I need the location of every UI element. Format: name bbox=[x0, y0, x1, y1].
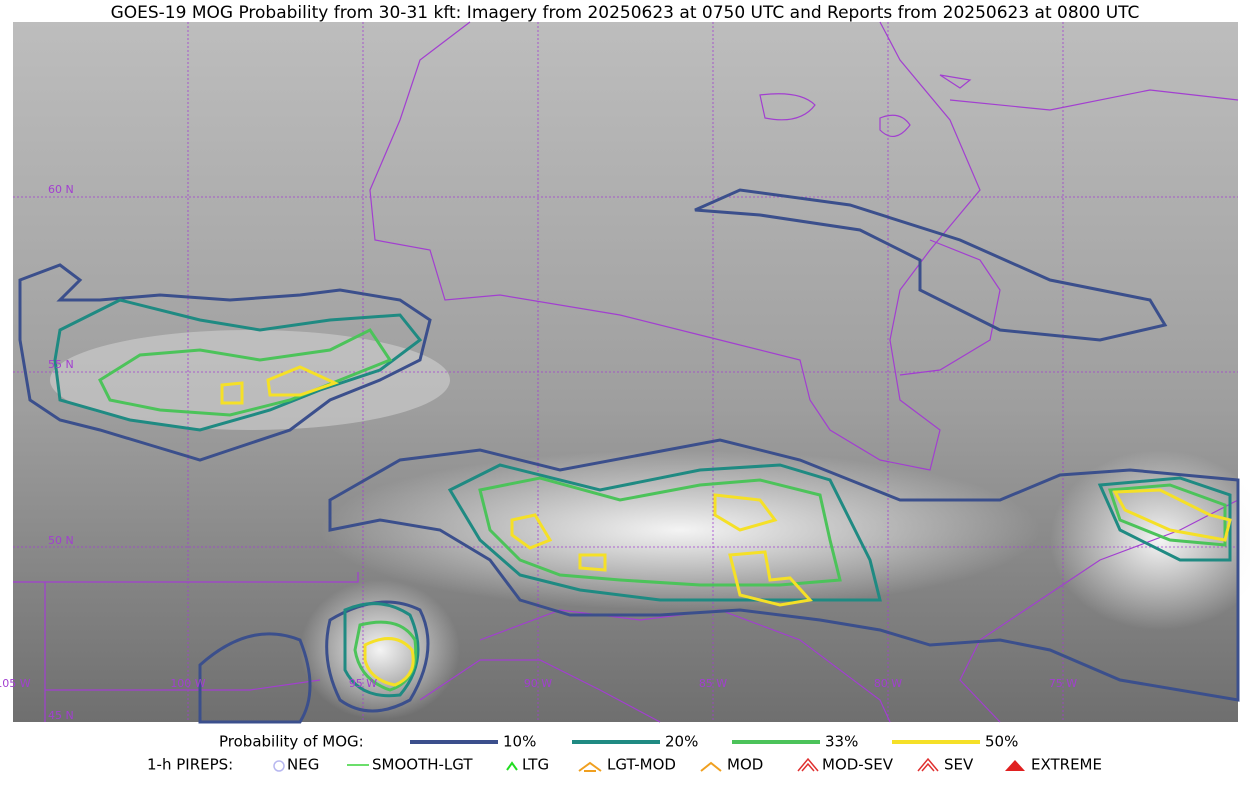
legend-item: LGT-MOD bbox=[607, 756, 676, 774]
longitude-label: 100 W bbox=[170, 677, 205, 690]
longitude-label: 80 W bbox=[874, 677, 902, 690]
mod-icon bbox=[700, 761, 722, 772]
legend-item: 10% bbox=[503, 733, 536, 751]
longitude-label: 85 W bbox=[699, 677, 727, 690]
probability-legend: Probability of MOG: 10% 20% 33% 50% bbox=[219, 733, 1018, 751]
cloud bbox=[320, 450, 1040, 610]
extreme-icon bbox=[1005, 760, 1025, 771]
legend-item: MOD-SEV bbox=[822, 756, 894, 774]
legend-item: NEG bbox=[287, 756, 319, 774]
legend-item: EXTREME bbox=[1031, 756, 1102, 774]
map: 60 N 55 N 50 N 45 N 105 W 100 W 95 W 90 W 85 W 80… bbox=[0, 21, 1250, 724]
coordinate-labels: 60 N 55 N 50 N 45 N 105 W 100 W 95 W 90 W 85 W 80… bbox=[0, 183, 1077, 722]
longitude-label: 105 W bbox=[0, 677, 31, 690]
lgt-mod-icon bbox=[578, 761, 602, 772]
legend-item: 20% bbox=[665, 733, 698, 751]
legend-label: 1-h PIREPS: bbox=[147, 756, 233, 774]
latitude-label: 45 N bbox=[48, 709, 74, 722]
neg-icon bbox=[273, 760, 285, 772]
legend-item: LTG bbox=[522, 756, 549, 774]
mod-sev-icon bbox=[797, 757, 819, 772]
latitude-label: 55 N bbox=[48, 358, 74, 371]
legend-item: SMOOTH-LGT bbox=[372, 756, 473, 774]
latitude-label: 50 N bbox=[48, 534, 74, 547]
legend-item: MOD bbox=[727, 756, 763, 774]
ltg-icon bbox=[506, 761, 518, 771]
legend-item: 33% bbox=[825, 733, 858, 751]
contours bbox=[18, 188, 1240, 724]
legend-label: Probability of MOG: bbox=[219, 733, 364, 751]
pirep-legend: 1-h PIREPS: NEG SMOOTH-LGT LTG LGT-MOD M… bbox=[147, 756, 1102, 774]
longitude-label: 75 W bbox=[1049, 677, 1077, 690]
legend-item: 50% bbox=[985, 733, 1018, 751]
latitude-label: 60 N bbox=[48, 183, 74, 196]
title: GOES-19 MOG Probability from 30-31 kft: … bbox=[111, 3, 1140, 23]
sev-icon bbox=[917, 757, 939, 772]
legend-item: SEV bbox=[944, 756, 974, 774]
longitude-label: 90 W bbox=[524, 677, 552, 690]
longitude-label: 95 W bbox=[349, 677, 377, 690]
